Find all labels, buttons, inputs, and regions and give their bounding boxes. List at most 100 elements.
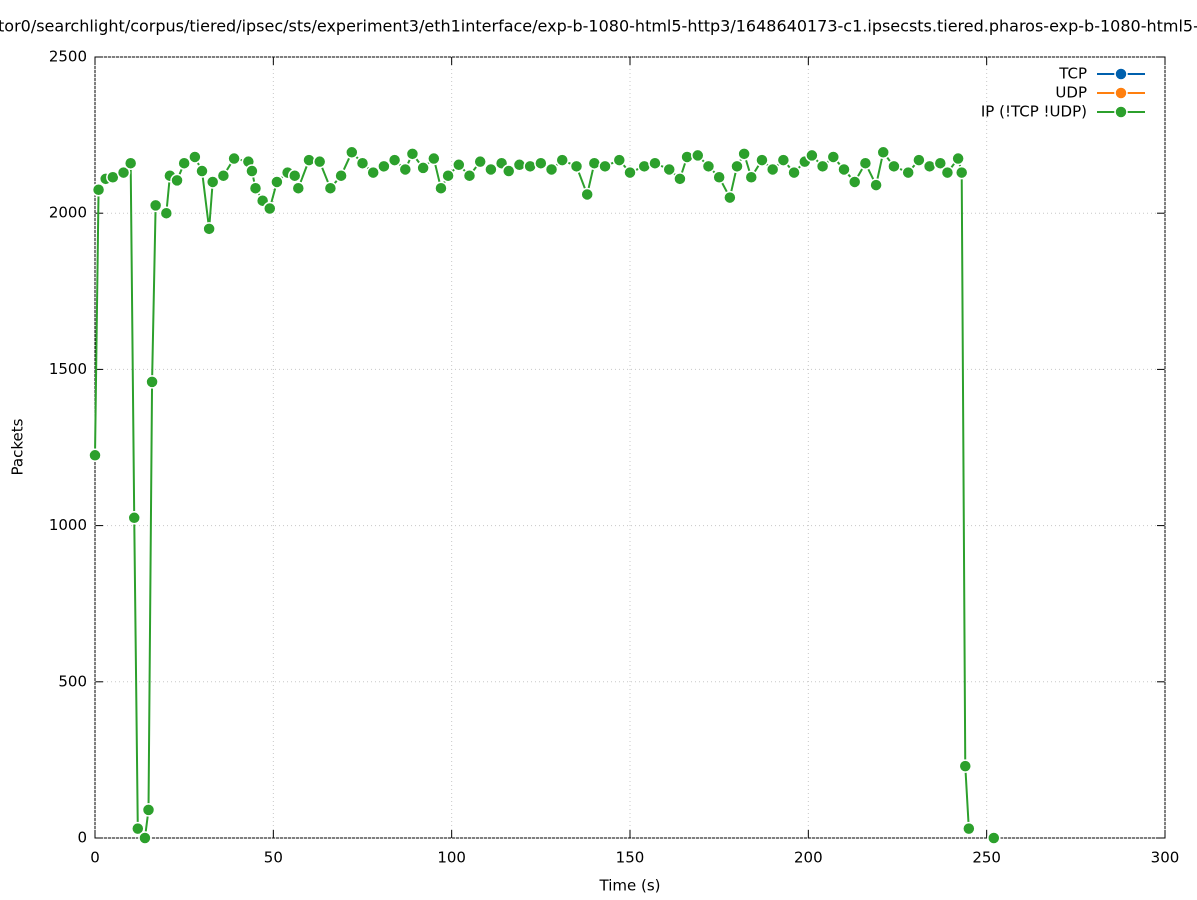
data-point [691, 148, 705, 163]
data-point [441, 168, 455, 183]
data-point [205, 175, 220, 189]
data-point [962, 821, 976, 836]
data-point [744, 170, 759, 185]
x-tick-label: 100 [437, 849, 466, 867]
data-point [954, 165, 969, 180]
x-tick-label: 150 [616, 849, 645, 867]
y-tick-label: 500 [58, 672, 87, 690]
data-point [88, 448, 102, 463]
data-point [116, 165, 131, 180]
legend-marker [1114, 67, 1128, 81]
y-axis-label: Packets [9, 418, 27, 475]
data-point [701, 159, 716, 174]
data-point [858, 156, 873, 170]
x-axis-label: Time (s) [599, 877, 661, 895]
data-point [876, 145, 890, 160]
data-point [765, 162, 780, 177]
series-line [95, 152, 994, 838]
data-point [501, 164, 516, 178]
data-point [216, 168, 231, 183]
data-point [427, 151, 441, 166]
data-point [534, 156, 548, 170]
x-tick-label: 250 [972, 849, 1001, 867]
data-point [91, 183, 106, 197]
data-point [847, 175, 862, 189]
data-point [323, 181, 338, 195]
data-point [958, 759, 973, 773]
data-point [815, 159, 830, 174]
data-point [177, 156, 191, 170]
data-point [202, 222, 216, 236]
data-point [355, 156, 370, 170]
data-point [723, 190, 737, 205]
data-point [195, 164, 209, 178]
data-point [555, 153, 569, 167]
data-point [138, 831, 152, 845]
data-point [473, 154, 487, 169]
data-point [416, 161, 430, 175]
data-point [145, 375, 159, 389]
legend-marker [1114, 86, 1128, 100]
data-point [869, 178, 883, 192]
data-point [623, 165, 637, 180]
data-point [245, 164, 259, 178]
data-point [730, 159, 744, 174]
data-point [131, 821, 145, 836]
data-point [544, 162, 559, 177]
data-point [123, 156, 138, 170]
chart-title: tor0/searchlight/corpus/tiered/ipsec/sts… [0, 17, 1197, 36]
data-point [287, 168, 302, 183]
data-point [940, 165, 955, 180]
data-point [188, 150, 202, 164]
data-point [170, 173, 184, 188]
data-point [148, 198, 163, 213]
data-point [787, 165, 801, 180]
data-point [987, 831, 1001, 845]
data-point [312, 154, 327, 169]
data-point [837, 162, 851, 177]
data-point [776, 153, 791, 167]
data-point [141, 803, 156, 817]
data-point [648, 156, 662, 170]
data-point [405, 147, 420, 161]
data-point [377, 159, 391, 174]
x-tick-label: 300 [1151, 849, 1180, 867]
x-tick-label: 200 [794, 849, 823, 867]
data-point [452, 158, 466, 172]
data-point [901, 165, 915, 180]
data-point [569, 159, 584, 174]
data-point [434, 181, 448, 195]
y-tick-label: 0 [77, 829, 87, 847]
data-point [887, 159, 901, 174]
y-tick-label: 2000 [49, 204, 87, 222]
data-point [912, 153, 926, 167]
legend-label: TCP [1058, 65, 1087, 83]
data-point [398, 162, 413, 177]
data-point [387, 153, 402, 167]
data-point [805, 148, 819, 163]
data-point [291, 181, 306, 195]
data-point [334, 168, 348, 183]
data-point [712, 170, 726, 185]
y-tick-label: 2500 [49, 48, 87, 66]
data-point [662, 162, 676, 177]
data-point [248, 181, 263, 195]
legend-marker [1114, 105, 1128, 119]
data-point [826, 150, 841, 164]
data-point [580, 187, 594, 202]
data-point [345, 145, 359, 160]
data-point [227, 151, 241, 166]
data-point [127, 511, 141, 525]
data-point [598, 159, 612, 174]
data-point [951, 151, 965, 166]
data-point [755, 153, 769, 167]
y-tick-label: 1000 [49, 516, 87, 534]
data-point [933, 156, 948, 170]
data-point [366, 165, 380, 180]
data-point [737, 147, 751, 161]
data-point [612, 153, 627, 167]
legend-label: UDP [1055, 84, 1087, 102]
x-tick-label: 0 [90, 849, 100, 867]
